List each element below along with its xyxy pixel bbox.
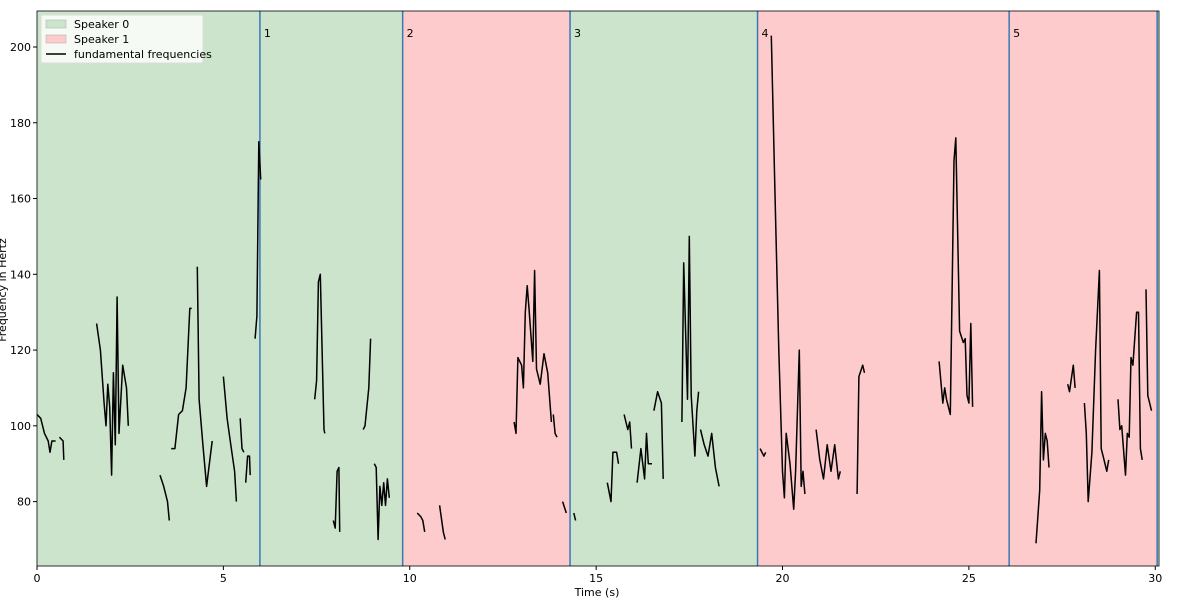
legend-swatch <box>45 34 67 44</box>
speaker-span <box>259 11 403 566</box>
x-tick-label: 25 <box>962 572 976 585</box>
speaker-span <box>1009 11 1158 566</box>
y-tick-label: 140 <box>10 268 31 281</box>
y-tick-label: 160 <box>10 193 31 206</box>
segment-label: 1 <box>264 27 271 40</box>
plot-frame <box>36 10 1160 567</box>
legend-label: Speaker 1 <box>74 33 129 46</box>
y-tick-label: 120 <box>10 344 31 357</box>
x-tick-label: 20 <box>776 572 790 585</box>
segment-label: 3 <box>574 27 581 40</box>
speaker-span <box>402 11 571 566</box>
y-tick-label: 200 <box>10 41 31 54</box>
x-tick-label: 10 <box>403 572 417 585</box>
segment-label: 2 <box>407 27 414 40</box>
legend-swatch <box>45 19 67 29</box>
x-tick-label: 15 <box>589 572 603 585</box>
speaker-span <box>757 11 1010 566</box>
y-tick-label: 80 <box>17 496 31 509</box>
x-tick-label: 30 <box>1148 572 1162 585</box>
segment-label: 5 <box>1013 27 1020 40</box>
speaker-span <box>570 11 758 566</box>
legend: Speaker 0 Speaker 1 fundamental frequencie… <box>40 14 212 64</box>
x-axis-label: Time (s) <box>574 586 620 599</box>
segment-label: 4 <box>762 27 769 40</box>
x-tick-label: 0 <box>34 572 41 585</box>
y-axis-label: Frequency in Hertz <box>0 238 9 342</box>
speaker-span <box>37 11 260 566</box>
legend-label: Speaker 0 <box>74 18 129 31</box>
legend-box <box>40 14 204 64</box>
y-tick-label: 180 <box>10 117 31 130</box>
f0-line <box>36 35 1153 544</box>
legend-label: fundamental frequencies <box>74 48 212 61</box>
speaker-span <box>1157 11 1159 566</box>
y-tick-label: 100 <box>10 420 31 433</box>
x-tick-label: 5 <box>220 572 227 585</box>
